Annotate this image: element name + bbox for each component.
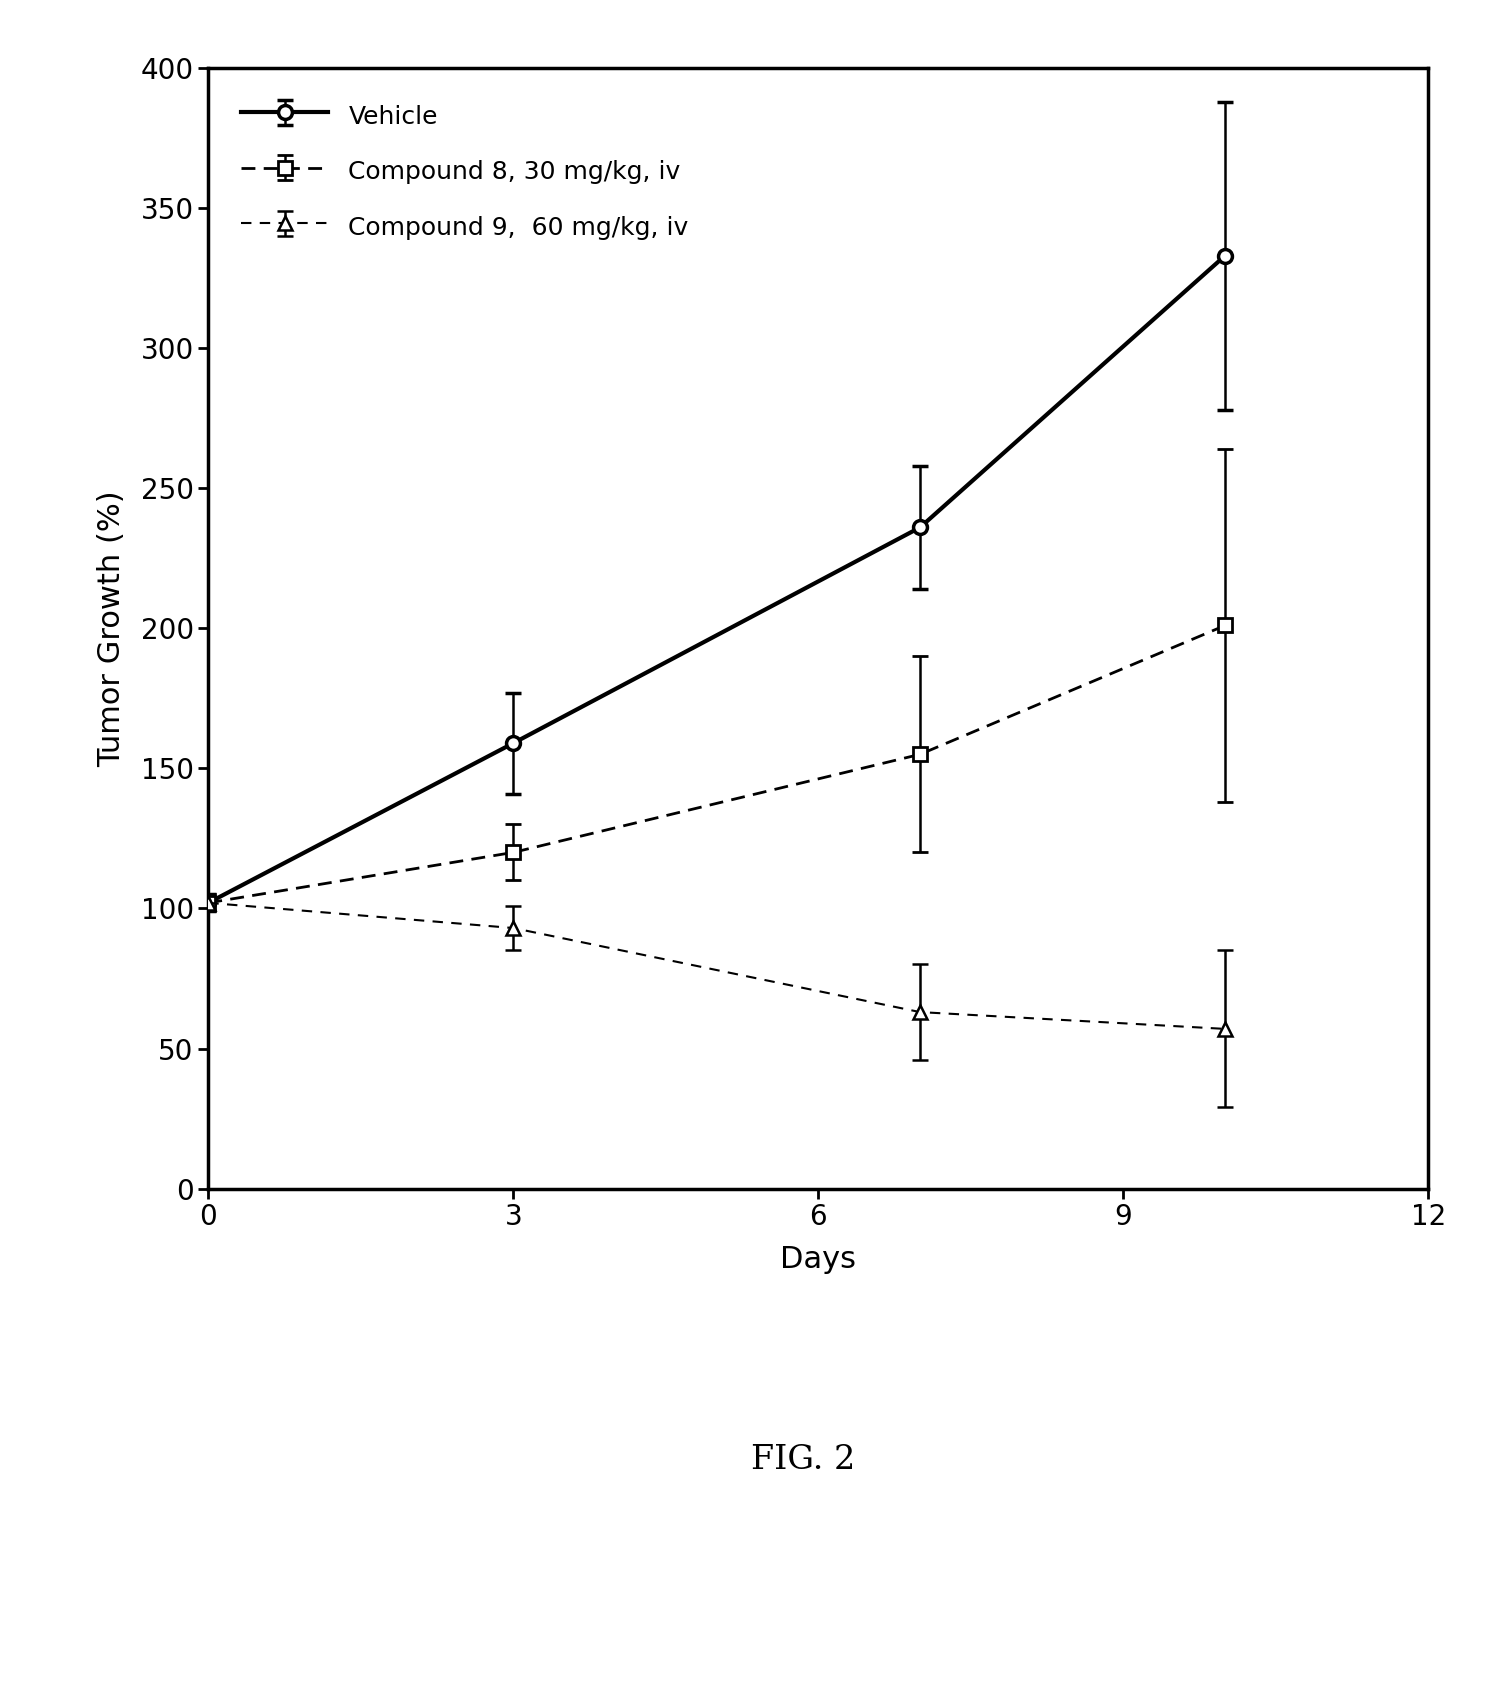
Y-axis label: Tumor Growth (%): Tumor Growth (%): [98, 491, 126, 766]
X-axis label: Days: Days: [780, 1245, 857, 1274]
Legend: Vehicle, Compound 8, 30 mg/kg, iv, Compound 9,  60 mg/kg, iv: Vehicle, Compound 8, 30 mg/kg, iv, Compo…: [220, 80, 708, 261]
Text: FIG. 2: FIG. 2: [751, 1445, 856, 1476]
